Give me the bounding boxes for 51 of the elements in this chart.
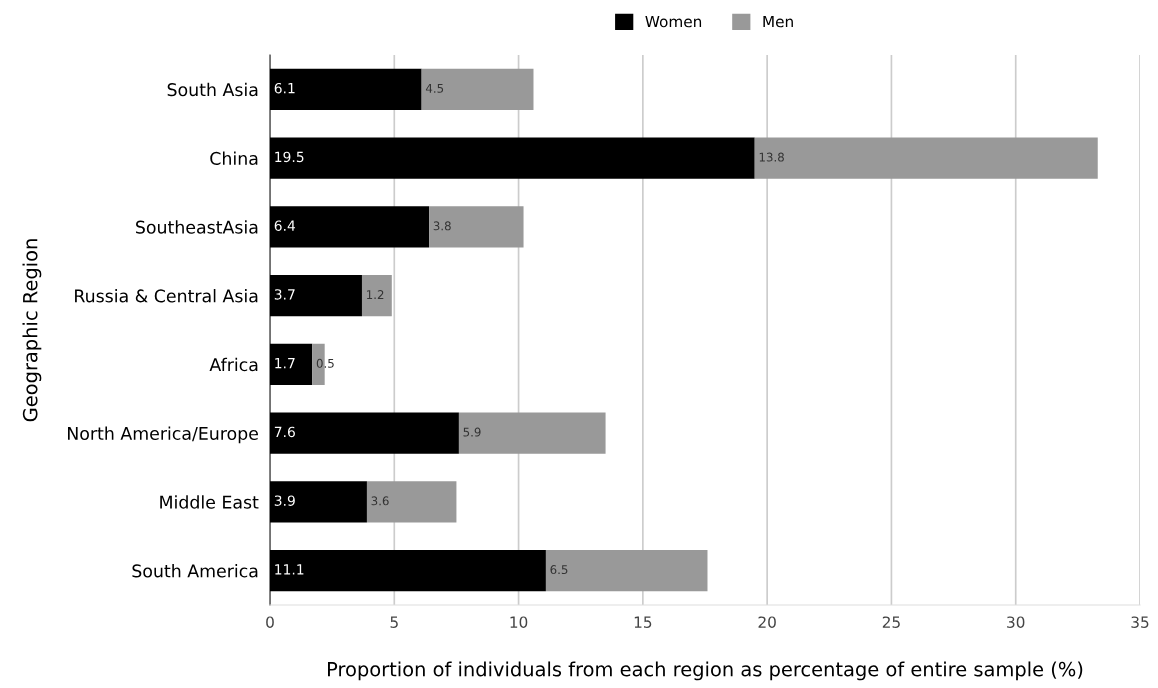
bar [361, 275, 392, 317]
data-label: 6.5 [550, 565, 568, 575]
data-label: 5.9 [463, 427, 481, 437]
y-tick-label: North America/Europe [68, 426, 258, 444]
data-label: 3.7 [274, 289, 295, 300]
x-axis-title: Proportion of individuals from each region as percentage of entire sample (%) [328, 661, 1083, 681]
x-tick-label: 0 [266, 616, 274, 628]
data-label: 0.5 [316, 358, 334, 368]
y-tick-label: Russia & Central Asia [75, 289, 258, 303]
y-tick-label: Africa [209, 357, 258, 372]
y-axis-title: Geographic Region [22, 239, 42, 422]
data-label: 1.2 [367, 290, 384, 299]
bar [270, 412, 459, 454]
bar [270, 275, 362, 317]
data-label: 3.9 [274, 495, 295, 506]
y-tick-label: South America [132, 564, 258, 578]
x-tick-label: 30 [1007, 616, 1025, 628]
bar [421, 68, 534, 110]
bar [270, 68, 422, 110]
bar [270, 137, 755, 179]
legend-label: Men [763, 15, 793, 28]
x-tick-label: 5 [390, 616, 398, 628]
x-tick-label: 20 [758, 616, 776, 628]
bar [545, 550, 708, 592]
x-tick-label: 25 [882, 616, 900, 628]
data-label: 7.6 [274, 426, 295, 438]
y-tick-label: SoutheastAsia [136, 220, 258, 234]
data-label: 6.1 [274, 82, 295, 94]
legend-label: Women [645, 15, 702, 28]
bar [270, 481, 367, 523]
data-label: 1.7 [275, 358, 295, 369]
x-tick-label: 10 [510, 616, 528, 628]
bar [270, 343, 313, 385]
bar [754, 137, 1098, 179]
data-label: 13.8 [759, 152, 784, 162]
data-label: 3.6 [371, 496, 389, 506]
data-label: 19.5 [275, 151, 304, 163]
y-tick-label: China [210, 151, 258, 165]
bar [458, 412, 606, 454]
bar [270, 550, 546, 592]
y-tick-label: South Asia [167, 82, 258, 97]
bar [429, 206, 524, 248]
data-label: 4.5 [425, 84, 444, 93]
data-label: 6.4 [274, 220, 296, 231]
y-tick-label: Middle East [160, 495, 259, 509]
bar [366, 481, 457, 523]
data-label: 3.8 [433, 221, 451, 231]
bar [270, 206, 430, 248]
data-label: 11.1 [275, 564, 304, 575]
x-tick-label: 35 [1131, 616, 1149, 628]
x-tick-label: 15 [634, 616, 652, 628]
